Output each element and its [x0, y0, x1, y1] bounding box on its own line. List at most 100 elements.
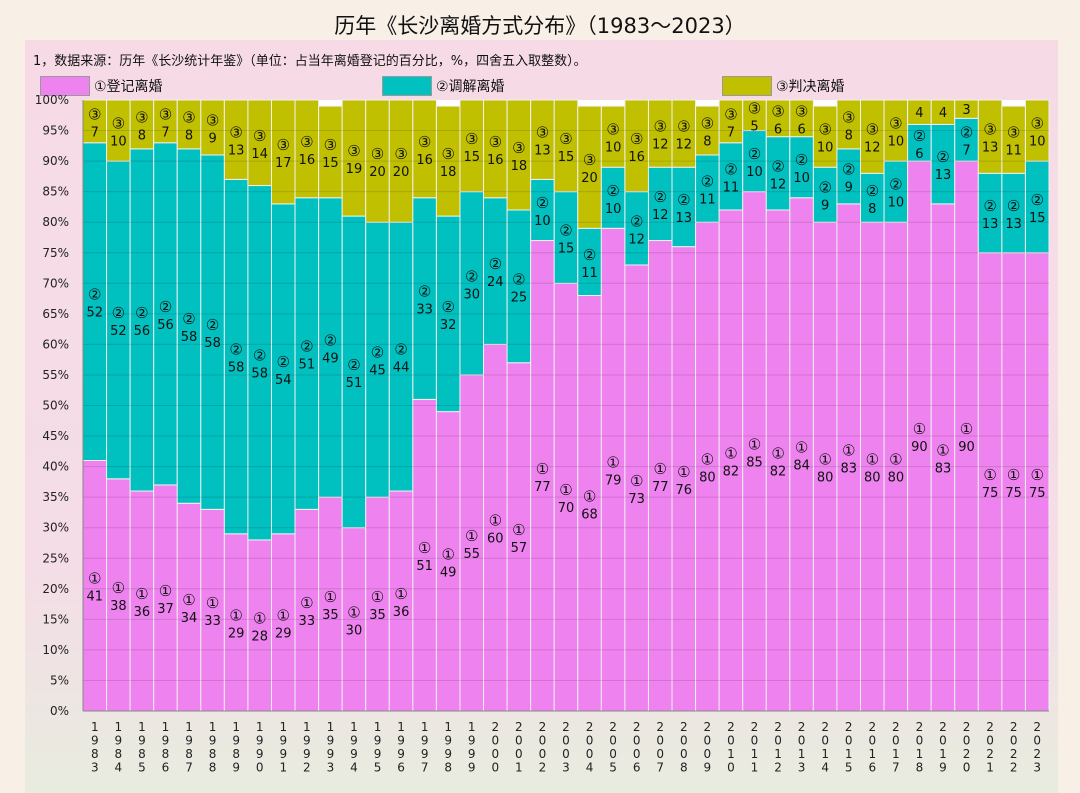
legend-item-mediated: ②调解离婚	[382, 76, 505, 96]
data-marker: ③	[536, 124, 549, 142]
x-tick-label: 0	[704, 734, 712, 748]
x-tick-label: 0	[515, 747, 523, 761]
data-marker: ③	[606, 121, 619, 139]
data-marker: ③	[842, 108, 855, 126]
x-tick-label: 1	[162, 720, 170, 734]
legend-label: ①登记离婚	[94, 79, 163, 95]
data-label: 44	[393, 361, 410, 376]
data-marker: ②	[182, 310, 195, 328]
x-tick-label: 6	[397, 761, 405, 775]
data-label: 28	[251, 629, 268, 644]
data-label: 36	[134, 605, 151, 620]
x-tick-label: 1	[774, 747, 782, 761]
data-label: 10	[793, 171, 810, 186]
data-marker: ①	[347, 603, 360, 621]
data-label: 6	[915, 147, 923, 162]
data-label: 13	[676, 211, 693, 226]
x-tick-label: 2	[491, 720, 499, 734]
x-tick-label: 0	[609, 747, 617, 761]
x-tick-label: 2	[303, 761, 311, 775]
data-marker: ③	[441, 145, 454, 163]
x-tick-label: 2	[774, 720, 782, 734]
data-label: 12	[628, 232, 645, 247]
legend-item-registered: ①登记离婚	[40, 76, 163, 96]
x-tick-label: 0	[727, 734, 735, 748]
data-label: 41	[87, 590, 104, 605]
x-tick-label: 1	[515, 761, 523, 775]
data-label: 15	[1029, 211, 1046, 226]
x-tick-label: 0	[963, 734, 971, 748]
x-tick-label: 2	[986, 720, 994, 734]
x-tick-label: 0	[774, 734, 782, 748]
data-marker: ③	[818, 121, 831, 139]
data-marker: ①	[866, 451, 879, 469]
y-tick-label: 0%	[50, 704, 69, 718]
x-tick-label: 2	[821, 720, 829, 734]
x-tick-label: 0	[916, 734, 924, 748]
data-marker: ①	[583, 487, 596, 505]
x-tick-label: 5	[609, 761, 617, 775]
bar-segment	[1024, 99, 1050, 162]
y-tick-label: 40%	[42, 460, 69, 474]
data-label: 18	[440, 165, 457, 180]
x-tick-label: 0	[256, 761, 264, 775]
data-label: 13	[228, 144, 245, 159]
x-tick-label: 2	[986, 747, 994, 761]
x-tick-label: 0	[680, 734, 688, 748]
data-label: 10	[817, 141, 834, 156]
y-tick-label: 65%	[42, 307, 69, 321]
data-marker: ②	[771, 157, 784, 175]
data-label: 15	[463, 150, 480, 165]
data-label: 56	[134, 324, 151, 339]
data-marker: ③	[489, 133, 502, 151]
x-tick-label: 3	[1033, 761, 1041, 775]
x-tick-label: 0	[633, 747, 641, 761]
data-label: 75	[1005, 486, 1022, 501]
x-tick-label: 9	[327, 734, 335, 748]
x-tick-label: 3	[798, 761, 806, 775]
x-tick-label: 1	[916, 747, 924, 761]
data-marker: ③	[206, 111, 219, 129]
legend-label: ③判决离婚	[776, 79, 845, 95]
x-tick-label: 2	[774, 761, 782, 775]
x-tick-label: 1	[115, 720, 123, 734]
data-label: 13	[935, 168, 952, 183]
data-marker: ③	[159, 105, 172, 123]
x-tick-label: 3	[91, 761, 99, 775]
y-tick-label: 70%	[42, 276, 69, 290]
x-tick-label: 4	[350, 761, 358, 775]
data-label: 73	[628, 492, 645, 507]
x-tick-label: 2	[704, 720, 712, 734]
data-marker: ①	[795, 438, 808, 456]
data-label: 20	[369, 165, 386, 180]
x-tick-label: 8	[185, 747, 193, 761]
x-tick-label: 1	[256, 720, 264, 734]
data-marker: ①	[300, 594, 313, 612]
x-tick-label: 2	[656, 720, 664, 734]
data-label: 16	[299, 153, 316, 168]
data-marker: ②	[889, 176, 902, 194]
x-tick-label: 1	[327, 720, 335, 734]
x-tick-label: 9	[421, 747, 429, 761]
data-marker: ②	[512, 270, 525, 288]
x-tick-label: 1	[279, 761, 287, 775]
data-label: 10	[534, 214, 551, 229]
x-tick-label: 1	[303, 720, 311, 734]
data-label: 7	[962, 144, 970, 159]
data-label: 9	[821, 199, 829, 214]
data-marker: ②	[441, 298, 454, 316]
x-tick-label: 9	[209, 734, 217, 748]
x-tick-label: 1	[821, 747, 829, 761]
data-marker: ②	[936, 148, 949, 166]
x-tick-label: 9	[279, 734, 287, 748]
data-marker: ②	[913, 127, 926, 145]
x-tick-label: 8	[138, 747, 146, 761]
data-label: 76	[676, 483, 693, 498]
data-marker: ①	[701, 451, 714, 469]
x-tick-label: 0	[539, 734, 547, 748]
legend-swatch	[382, 76, 432, 96]
data-marker: ③	[347, 142, 360, 160]
data-marker: ②	[206, 316, 219, 334]
data-marker: ①	[960, 420, 973, 438]
data-label: 33	[416, 303, 433, 318]
